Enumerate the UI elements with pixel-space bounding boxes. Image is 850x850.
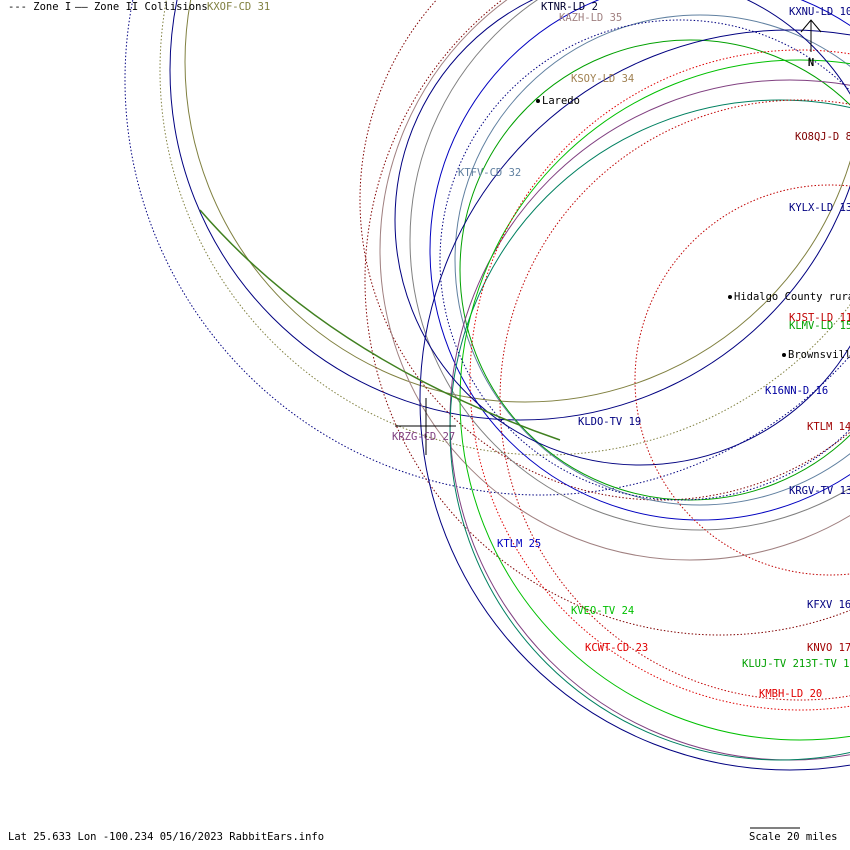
contour: [459, 59, 850, 741]
contour: [379, 0, 850, 561]
contour: [169, 0, 850, 421]
city-dot: [782, 353, 786, 357]
city-dot: [728, 295, 732, 299]
compass-arrow: [800, 19, 822, 33]
contour: [409, 0, 850, 531]
contour: [364, 0, 850, 636]
legend-zone1: --- Zone I: [8, 1, 71, 13]
station-label: KJST-LD 11: [789, 312, 850, 324]
contour: [454, 14, 850, 506]
station-label: KCWT-CD 23: [585, 642, 648, 654]
contour: [159, 0, 850, 456]
collision-arc: [199, 209, 561, 441]
compass: N: [800, 19, 822, 69]
station-label: K16NN-D 16: [765, 385, 828, 397]
contour: [394, 0, 850, 466]
station-label: KXNU-LD 10: [789, 6, 850, 18]
contours: [124, 0, 850, 771]
footer: Lat 25.633 Lon -100.234 05/16/2023 Rabbi…: [8, 831, 324, 843]
contour: [184, 0, 850, 403]
site-marker: [395, 398, 456, 455]
contour: [469, 49, 850, 711]
scale-label: Scale 20 miles: [749, 831, 838, 843]
station-label: KVEO-TV 24: [571, 605, 634, 617]
station-label: KLDO-TV 19: [578, 416, 641, 428]
contour: [499, 99, 850, 701]
city-label: Laredo: [542, 95, 580, 107]
contour: [439, 19, 850, 501]
station-label: KTNR-LD 2: [541, 1, 598, 13]
station-label: KO8QJ-D 8: [795, 131, 850, 143]
station-label: KLUJ-TV 213T-TV 18: [742, 658, 850, 670]
station-label: KAZH-LD 35: [559, 12, 622, 24]
contour: [359, 0, 850, 501]
contour: [449, 99, 850, 761]
city-label: Hidalgo County rural: [734, 291, 850, 303]
contour: [429, 0, 850, 521]
city-label: Brownsville: [788, 349, 850, 361]
station-label: KRGV-TV 13: [789, 485, 850, 497]
contour: [124, 0, 850, 496]
station-label: KYLX-LD 13: [789, 202, 850, 214]
compass-label: N: [808, 57, 814, 69]
station-label: KTLM 14: [807, 421, 850, 433]
station-label: KRZG-CD 27: [392, 431, 455, 443]
station-label: KMBH-LD 20: [759, 688, 822, 700]
legend-zone2: —— Zone II Collisions: [75, 1, 208, 13]
station-label: KTLM 25: [497, 538, 541, 550]
station-label: KSOY-LD 34: [571, 73, 634, 85]
station-label: KTFV-CD 32: [458, 167, 521, 179]
station-label: KLMV-LD 15: [789, 320, 850, 332]
contour: [419, 29, 850, 771]
station-label: KXOF-CD 31: [207, 1, 270, 13]
station-label: KNVO 17: [807, 642, 850, 654]
station-label: KFXV 16: [807, 599, 850, 611]
city-dot: [536, 99, 540, 103]
contour: [459, 39, 850, 501]
